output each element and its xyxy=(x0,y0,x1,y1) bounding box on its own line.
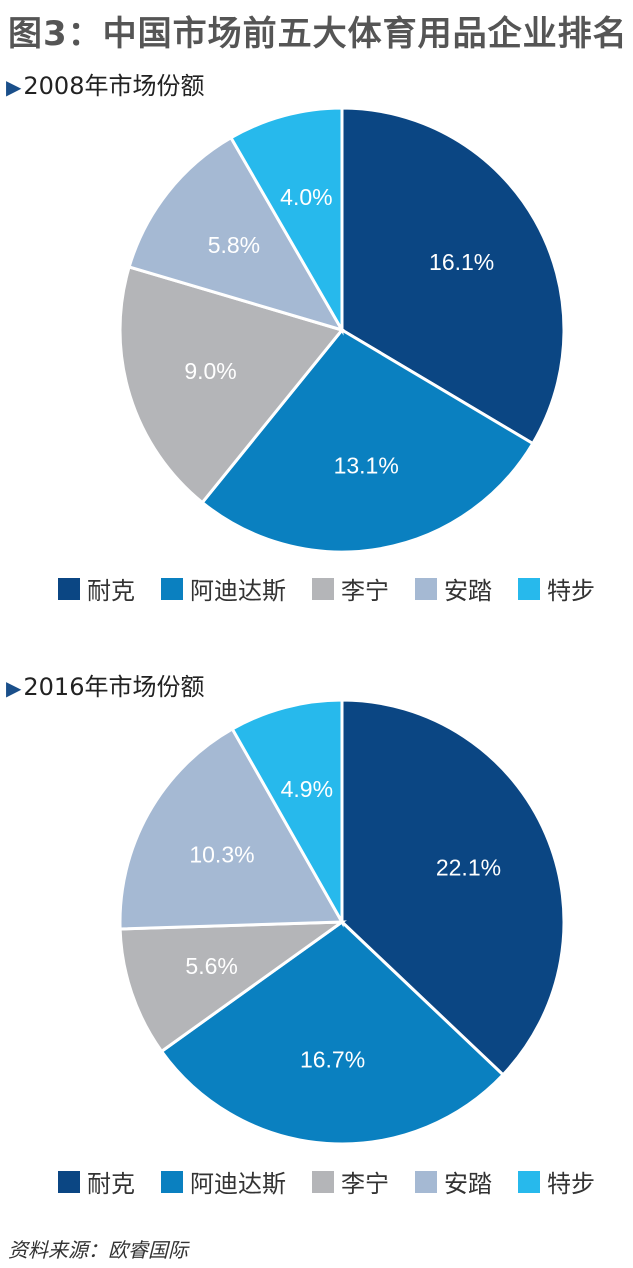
pie-slice-1 xyxy=(159,920,506,1146)
data-label: 5.6% xyxy=(185,953,237,979)
legend-label: 李宁 xyxy=(341,577,389,605)
legend-item: 阿迪达斯 xyxy=(161,571,286,606)
pie-slice-1 xyxy=(200,328,535,554)
pie-slice-0 xyxy=(340,106,566,446)
legend-item: 阿迪达斯 xyxy=(161,1164,286,1199)
pie-slice-3 xyxy=(118,726,345,931)
legend-item: 安踏 xyxy=(415,1164,492,1199)
legend-swatch xyxy=(161,1170,183,1193)
pie-chart-2016: 22.1% 16.7% 5.6% 10.3% 4.9% xyxy=(118,698,566,1146)
legend-2008: 耐克 阿迪达斯 李宁 安踏 特步 xyxy=(58,571,621,606)
legend-label: 耐克 xyxy=(87,1170,135,1198)
pie-chart-2008: 16.1% 13.1% 9.0% 5.8% 4.0% xyxy=(118,106,566,554)
legend-swatch xyxy=(518,577,540,600)
legend-label: 特步 xyxy=(547,1170,595,1198)
pie-slice-2 xyxy=(118,265,345,505)
pie-slice-2 xyxy=(118,920,347,1054)
legend-swatch xyxy=(312,1170,334,1193)
legend-swatch xyxy=(161,577,183,600)
data-label: 16.1% xyxy=(429,249,494,275)
pie-slice-0 xyxy=(340,698,566,1077)
legend-swatch xyxy=(312,577,334,600)
figure-title: 图3：中国市场前五大体育用品企业排名 xyxy=(8,14,628,54)
legend-swatch xyxy=(58,577,80,600)
legend-item: 耐克 xyxy=(58,1164,135,1199)
data-label: 9.0% xyxy=(184,358,236,384)
legend-label: 李宁 xyxy=(341,1170,389,1198)
legend-label: 安踏 xyxy=(444,1170,492,1198)
triangle-icon: ▶ xyxy=(6,75,22,99)
legend-2016: 耐克 阿迪达斯 李宁 安踏 特步 xyxy=(58,1164,621,1199)
legend-item: 李宁 xyxy=(312,571,389,606)
legend-label: 阿迪达斯 xyxy=(190,1170,286,1198)
chart-2-subtitle: ▶2016年市场份额 xyxy=(6,667,204,702)
source-note: 资料来源：欧睿国际 xyxy=(8,1238,188,1262)
pie-slice-4 xyxy=(228,106,344,336)
data-label: 4.9% xyxy=(281,776,333,802)
data-label: 10.3% xyxy=(189,842,254,868)
legend-item: 特步 xyxy=(518,1164,595,1199)
legend-label: 特步 xyxy=(547,577,595,605)
data-label: 22.1% xyxy=(436,855,501,881)
legend-item: 耐克 xyxy=(58,571,135,606)
data-label: 5.8% xyxy=(208,232,260,258)
legend-swatch xyxy=(415,577,437,600)
legend-swatch xyxy=(518,1170,540,1193)
data-label: 13.1% xyxy=(334,452,399,478)
legend-swatch xyxy=(58,1170,80,1193)
legend-label: 阿迪达斯 xyxy=(190,577,286,605)
legend-item: 安踏 xyxy=(415,571,492,606)
legend-item: 李宁 xyxy=(312,1164,389,1199)
pie-slice-3 xyxy=(127,135,346,333)
legend-label: 耐克 xyxy=(87,577,135,605)
legend-swatch xyxy=(415,1170,437,1193)
chart-1-title: 2008年市场份额 xyxy=(23,72,205,100)
data-label: 16.7% xyxy=(300,1046,365,1072)
legend-item: 特步 xyxy=(518,571,595,606)
pie-slice-4 xyxy=(230,698,344,928)
chart-2-title: 2016年市场份额 xyxy=(23,673,205,701)
legend-label: 安踏 xyxy=(444,577,492,605)
chart-1-subtitle: ▶2008年市场份额 xyxy=(6,66,204,101)
data-label: 4.0% xyxy=(280,184,332,210)
triangle-icon: ▶ xyxy=(6,676,22,700)
